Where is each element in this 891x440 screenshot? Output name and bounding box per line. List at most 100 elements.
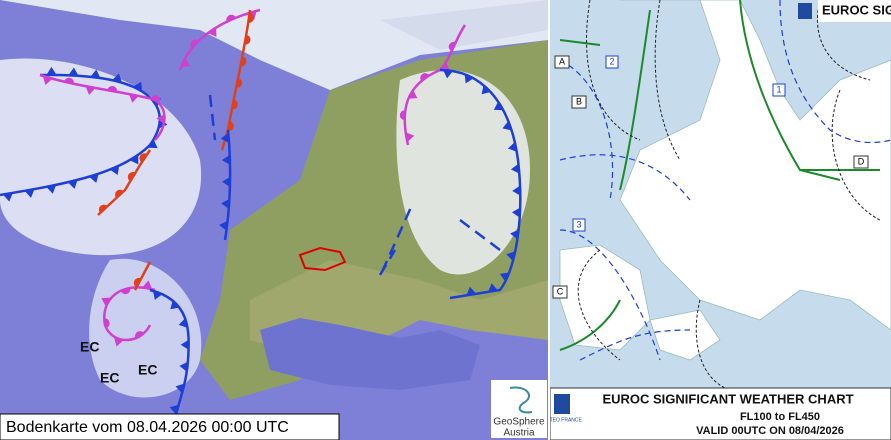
front-symbol (221, 154, 231, 165)
front-symbol (493, 101, 504, 111)
front-symbol (464, 74, 474, 84)
front-symbol (510, 163, 520, 174)
front-symbol (220, 132, 230, 143)
front-symbol (142, 280, 153, 290)
front-symbol (114, 337, 124, 347)
footer-box (550, 387, 891, 440)
front-symbol (180, 339, 189, 350)
front-symbol (178, 318, 188, 328)
front-symbol (103, 318, 110, 329)
front-symbol (510, 229, 519, 240)
front-symbol (98, 204, 108, 213)
front-symbol (222, 176, 231, 187)
front-symbol (506, 251, 516, 262)
front-symbol (499, 272, 510, 282)
jet-boundary (559, 0, 891, 361)
front-symbol (129, 154, 139, 165)
front-symbol (420, 73, 430, 81)
area-box (572, 218, 586, 232)
front-symbol (190, 39, 199, 49)
front-symbol (115, 189, 124, 199)
front-symbol (109, 165, 120, 176)
header-title: EUROC SIGN (822, 2, 891, 17)
front-symbol (133, 277, 142, 288)
front-symbol (42, 75, 53, 86)
front-symbol (134, 331, 145, 339)
front-symbol (219, 220, 228, 231)
area-box (571, 95, 587, 109)
meteo-logo (798, 3, 812, 19)
ec-label: EC (100, 370, 119, 386)
front-symbol (507, 142, 517, 152)
front-symbol (440, 62, 450, 71)
front-symbol (226, 14, 236, 22)
footer-title: EUROC SIGNIFICANT WEATHER CHART (602, 391, 853, 406)
area-label: 3 (576, 219, 581, 229)
front-symbol (512, 185, 521, 196)
front-symbol (180, 58, 191, 68)
logo-text: GeoSphere (493, 417, 545, 428)
front-symbol (511, 207, 521, 218)
front-symbol (502, 120, 512, 131)
area-label: 1 (776, 84, 781, 94)
front-symbol (24, 189, 35, 198)
front-symbol (152, 290, 163, 300)
front-symbol (399, 110, 406, 121)
front-symbol (227, 121, 234, 132)
front-symbol (170, 300, 180, 310)
cloud (0, 58, 202, 256)
trough (208, 94, 501, 276)
front-symbol (466, 286, 477, 296)
area-label: A (559, 56, 565, 66)
front-symbol (148, 139, 158, 149)
cloud-area (577, 0, 881, 391)
header-box (818, 0, 891, 22)
front-symbol (46, 184, 57, 194)
front-symbol (128, 93, 139, 103)
issuer: METEO FRANCE (542, 417, 582, 423)
mediterranean (260, 318, 480, 390)
front-symbol (405, 132, 415, 143)
sigwx-chart: A B C D 1 2 3 EUROC SIGN METEO FRANCE EU… (542, 0, 891, 440)
ec-label: EC (80, 339, 99, 355)
jet-stream (559, 0, 880, 351)
front-symbol (107, 85, 118, 92)
front-symbol (179, 361, 188, 372)
front-symbol (127, 171, 136, 182)
front-symbol (2, 192, 13, 202)
logo-icon (509, 386, 533, 414)
front-symbol (64, 77, 74, 84)
area-label: C (557, 286, 564, 296)
occlusion (403, 24, 467, 146)
front-symbol (68, 67, 79, 76)
front-symbol (156, 113, 165, 124)
front-symbol (101, 297, 111, 307)
area-box (853, 155, 869, 169)
warm-front (133, 261, 152, 291)
front-symbol (112, 73, 122, 83)
logo-text: Austria (503, 428, 535, 439)
front-symbol (408, 89, 418, 99)
cloud (396, 70, 530, 275)
caption: Bodenkarte vom 08.04.2026 00:00 UTC (6, 419, 289, 436)
footer-levels: FL100 to FL450 (740, 411, 820, 423)
ec-label: EC (138, 362, 157, 378)
front-symbol (46, 66, 57, 75)
front-symbol (120, 287, 131, 295)
land (649, 309, 721, 361)
front-symbol (151, 95, 161, 104)
front-symbol (244, 34, 251, 45)
area-box (552, 285, 568, 299)
divider (548, 0, 550, 440)
front-symbol (175, 383, 185, 394)
front-symbol (221, 198, 230, 209)
cold-front (439, 68, 522, 300)
front-symbol (231, 99, 238, 110)
front-symbol (248, 12, 254, 23)
area-label: 2 (609, 56, 614, 66)
area-box (772, 83, 786, 97)
front-symbol (240, 56, 247, 67)
front-symbol (67, 179, 78, 189)
front-symbol (139, 153, 148, 163)
surface-map: EC EC EC GeoSphere Austria Bodenkarte vo… (0, 0, 548, 440)
